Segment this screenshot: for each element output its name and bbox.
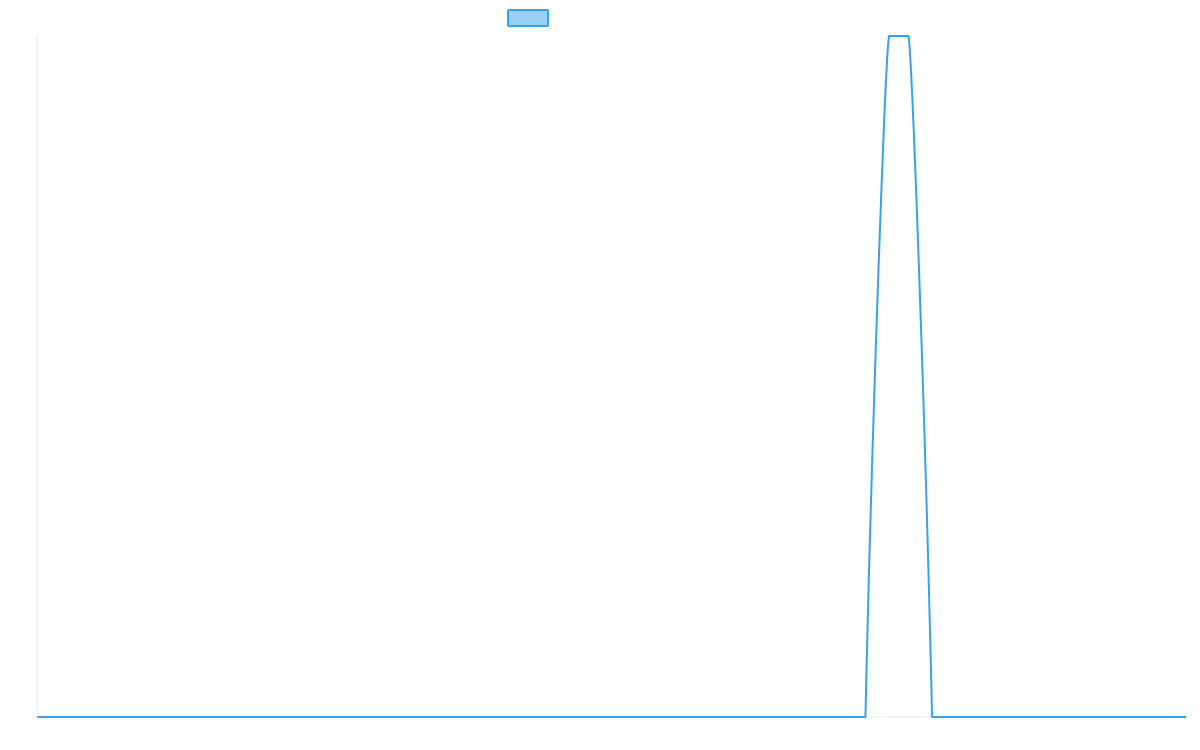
legend-swatch-series-1[interactable]	[507, 9, 549, 27]
series-line-1	[37, 35, 1186, 718]
plot-area	[37, 35, 1186, 718]
